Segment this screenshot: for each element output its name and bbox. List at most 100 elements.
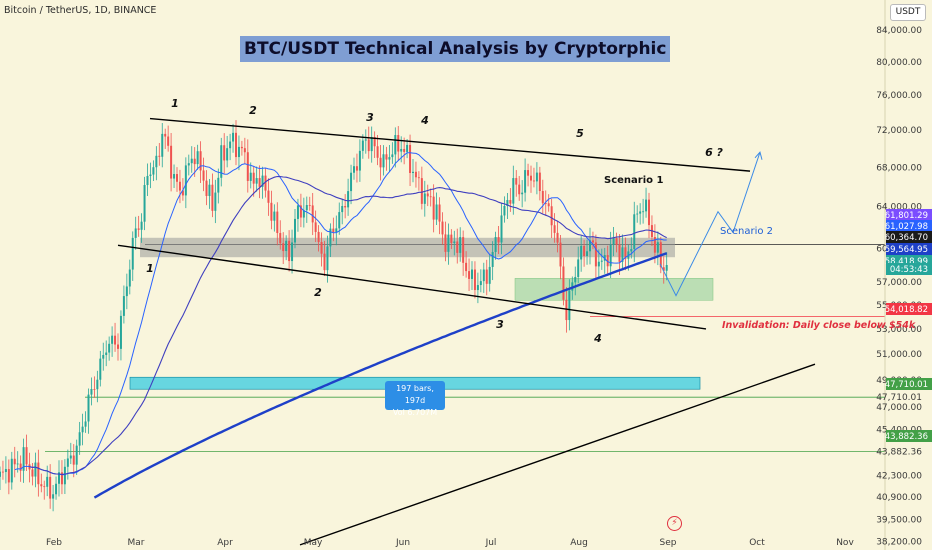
candle-body xyxy=(75,445,78,465)
candle-body xyxy=(264,175,267,191)
candle-body xyxy=(161,133,164,157)
candle-body xyxy=(591,240,594,243)
candle-body xyxy=(226,148,229,161)
price-tick-label: 43,882.36 xyxy=(876,447,922,457)
candle-body xyxy=(370,137,373,152)
candle-body xyxy=(347,191,350,208)
price-tag-label: 54,018.82 xyxy=(885,305,928,315)
candle-body xyxy=(512,178,515,204)
candle-body xyxy=(72,455,75,465)
candle-body xyxy=(279,233,282,244)
candle-body xyxy=(52,494,55,499)
resistance-zone xyxy=(140,237,675,258)
candle-body xyxy=(320,242,323,254)
price-axis[interactable]: 38,200.00 39,500.00 40,900.00 42,300.00 43,8… xyxy=(876,0,932,550)
candle-body xyxy=(10,458,13,483)
candle-body xyxy=(299,205,302,218)
candle-body xyxy=(553,225,556,233)
symbol-info[interactable]: Bitcoin / TetherUS, 1D, BINANCE xyxy=(4,5,157,16)
candle-body xyxy=(453,241,456,244)
candle-body xyxy=(544,203,547,204)
candle-body xyxy=(249,172,252,181)
candle-body xyxy=(385,154,388,160)
candle-body xyxy=(550,206,553,226)
candle-body xyxy=(99,358,102,380)
candle-body xyxy=(261,175,264,187)
candle-body xyxy=(37,462,40,485)
candle-body xyxy=(624,247,627,259)
candle-body xyxy=(488,266,491,284)
candle-body xyxy=(291,242,294,262)
candle-body xyxy=(237,146,240,158)
candle-body xyxy=(656,242,659,253)
candle-body xyxy=(152,167,155,175)
candle-body xyxy=(128,269,131,287)
candle-body xyxy=(444,234,447,252)
price-tick-label: 57,000.00 xyxy=(876,278,922,288)
candle-body xyxy=(181,190,184,196)
candle-body xyxy=(205,180,208,196)
candle-body xyxy=(373,137,376,147)
price-tag-label: 58,418.99 xyxy=(885,257,928,267)
candle-body xyxy=(4,469,7,473)
candle-body xyxy=(137,228,140,230)
chart-title: BTC/USDT Technical Analysis by Cryptorph… xyxy=(240,36,671,62)
candle-body xyxy=(621,247,624,262)
candle-body xyxy=(184,165,187,196)
candle-body xyxy=(353,166,355,173)
price-tick-label: 68,000.00 xyxy=(876,163,922,173)
candle-body xyxy=(509,200,512,204)
candle-body xyxy=(468,271,471,279)
candle-body xyxy=(344,206,347,208)
candle-body xyxy=(317,231,320,243)
candle-body xyxy=(462,237,465,263)
candle-body xyxy=(541,191,544,204)
candle-body xyxy=(642,211,645,213)
candle-body xyxy=(229,141,232,149)
candle-body xyxy=(350,172,353,192)
candle-body xyxy=(556,232,559,243)
candle-body xyxy=(583,245,586,257)
candle-body xyxy=(90,388,93,395)
candle-body xyxy=(441,221,444,235)
candle-body xyxy=(485,269,488,284)
price-tick-label: 53,000.00 xyxy=(876,325,922,335)
candles-layer xyxy=(0,120,668,512)
annotations-layer: 1 2 3 4 5 6 ? 1 2 3 4 xyxy=(146,97,723,345)
price-tag-background xyxy=(886,231,932,243)
candle-body xyxy=(403,148,406,152)
candle-body xyxy=(282,243,285,252)
lightning-icon[interactable]: ⚡ xyxy=(667,516,682,531)
wave-label-top: 2 xyxy=(249,104,257,117)
time-tick-label: Feb xyxy=(46,538,62,548)
candle-body xyxy=(131,237,134,270)
candle-body xyxy=(164,133,167,137)
candle-body xyxy=(190,158,193,164)
candle-body xyxy=(409,144,412,174)
candle-body xyxy=(417,177,420,179)
wave-label-top: 1 xyxy=(171,97,179,110)
candle-body xyxy=(60,472,63,485)
candle-body xyxy=(178,181,181,191)
wave-label-top: 4 xyxy=(420,114,429,127)
price-tag-label: 47,710.01 xyxy=(885,380,928,390)
currency-label[interactable]: USDT xyxy=(890,4,926,21)
candle-body xyxy=(19,463,22,471)
candle-body xyxy=(630,249,633,252)
candle-body xyxy=(40,484,43,487)
candle-body xyxy=(149,174,152,176)
candle-body xyxy=(243,148,246,153)
candle-body xyxy=(252,172,255,184)
candle-body xyxy=(535,172,538,182)
price-tag-background xyxy=(886,430,932,442)
candle-body xyxy=(235,132,237,158)
price-tag-background xyxy=(886,243,932,255)
candle-body xyxy=(479,281,482,286)
candle-body xyxy=(214,192,217,211)
candle-body xyxy=(562,266,565,300)
time-axis[interactable]: Feb Mar Apr May Jun Jul Aug Sep Oct Nov xyxy=(46,538,854,548)
candle-body xyxy=(96,379,99,390)
price-tick-label: 38,200.00 xyxy=(876,537,922,547)
